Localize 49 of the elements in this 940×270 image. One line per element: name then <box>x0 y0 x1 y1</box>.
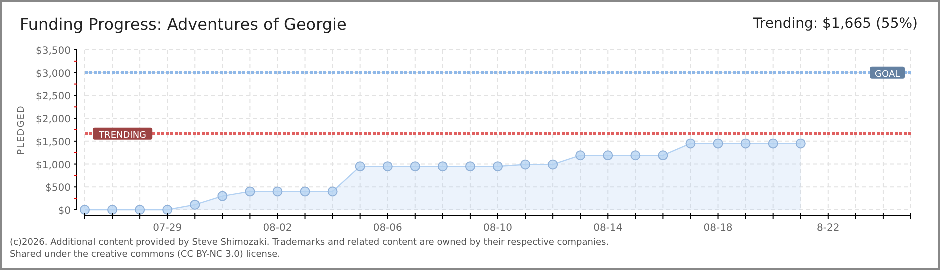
point <box>520 160 531 170</box>
point <box>272 186 283 197</box>
x-tick-label: 08-10 <box>483 223 513 234</box>
point <box>658 150 668 161</box>
x-tick-label: 08-18 <box>704 223 733 234</box>
y-tick-label: $500 <box>46 183 71 194</box>
point <box>548 160 558 170</box>
point <box>108 205 118 215</box>
point <box>630 150 641 161</box>
point <box>465 162 476 172</box>
y-tick-label: $0 <box>58 206 71 217</box>
y-tick-label: $2,000 <box>36 114 71 126</box>
point <box>740 138 751 149</box>
point <box>328 186 338 197</box>
ref-line-label: TRENDING <box>98 130 147 141</box>
y-tick-label: $3,500 <box>36 46 71 57</box>
text: (c)2026. Additional content provided by Steve Shimozaki. Trademarks and related content are owned by their respective companies. <box>10 238 610 248</box>
point <box>796 138 806 149</box>
point <box>218 191 228 202</box>
point <box>80 205 90 215</box>
point <box>576 150 586 161</box>
y-tick-label: $2,500 <box>36 92 71 103</box>
chart-subtitle: Trending: $1,665 (55%) <box>752 16 918 32</box>
point <box>300 186 310 197</box>
point <box>603 150 614 161</box>
x-tick-label: 8-22 <box>817 223 840 234</box>
y-tick-label: $3,000 <box>36 68 71 80</box>
point <box>135 205 146 215</box>
point <box>713 138 724 149</box>
text: Shared under the creative commons (CC BY-NC 3.0) license. <box>10 250 281 260</box>
chart-title: Funding Progress: Adventures of Georgie <box>20 15 347 34</box>
y-axis-title: PLEDGED <box>17 105 27 155</box>
point <box>162 205 173 215</box>
point <box>382 162 393 172</box>
point <box>190 200 200 210</box>
point <box>245 186 256 197</box>
x-tick-label: 08-14 <box>594 223 623 234</box>
y-tick-label: $1,500 <box>36 137 71 148</box>
x-tick-label: 07-29 <box>153 223 182 234</box>
ref-line-label: GOAL <box>875 70 900 80</box>
point <box>438 162 448 172</box>
point <box>355 162 366 172</box>
y-tick-label: $1,000 <box>36 160 71 172</box>
point <box>768 138 778 149</box>
point <box>410 162 420 172</box>
x-tick-label: 08-06 <box>373 223 402 234</box>
point <box>493 162 503 172</box>
point <box>686 138 696 149</box>
x-tick-label: 08-02 <box>263 223 292 234</box>
